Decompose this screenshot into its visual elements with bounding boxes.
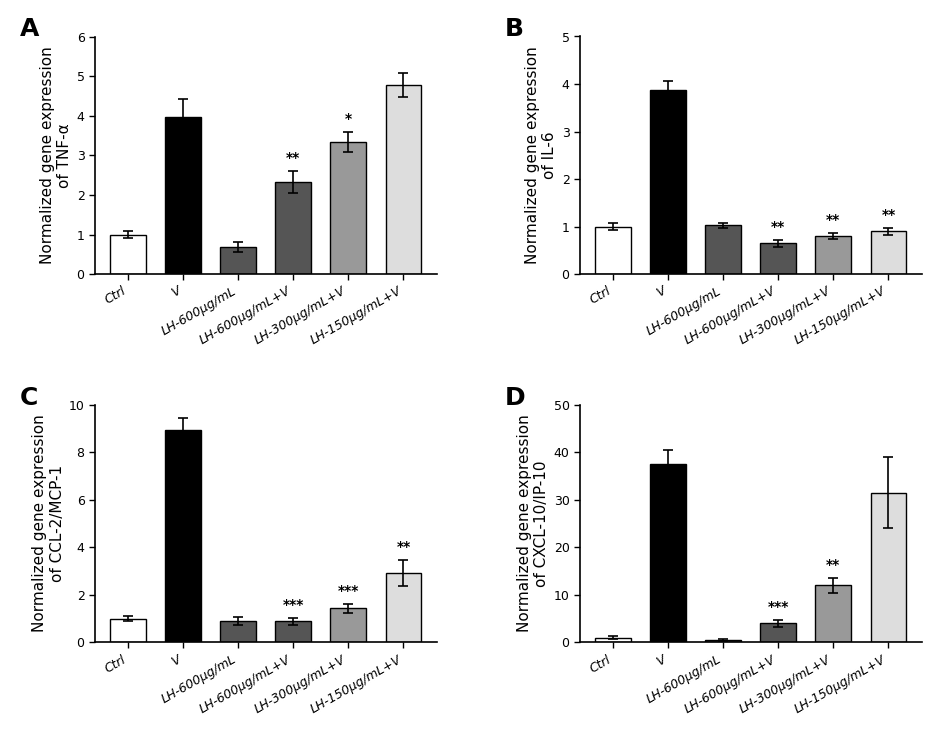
Text: **: ** xyxy=(882,207,896,222)
Y-axis label: Normalized gene expression
of CXCL-10/IP-10: Normalized gene expression of CXCL-10/IP… xyxy=(517,415,549,632)
Text: ***: *** xyxy=(337,584,359,598)
Text: ***: *** xyxy=(768,599,788,614)
Y-axis label: Normalized gene expression
of IL-6: Normalized gene expression of IL-6 xyxy=(525,47,558,264)
Bar xyxy=(110,234,146,274)
Bar xyxy=(165,117,201,274)
Bar xyxy=(705,640,741,642)
Bar xyxy=(650,90,686,274)
Bar xyxy=(870,231,906,274)
Text: *: * xyxy=(345,112,352,126)
Bar xyxy=(386,573,422,642)
Bar xyxy=(220,621,256,642)
Bar xyxy=(815,236,851,274)
Bar xyxy=(165,430,201,642)
Text: B: B xyxy=(504,18,523,42)
Y-axis label: Normalized gene expression
of CCL-2/MCP-1: Normalized gene expression of CCL-2/MCP-… xyxy=(32,415,65,632)
Text: C: C xyxy=(20,385,38,410)
Bar xyxy=(870,493,906,642)
Text: **: ** xyxy=(826,558,841,572)
Text: A: A xyxy=(20,18,39,42)
Bar xyxy=(276,182,312,274)
Bar xyxy=(760,623,796,642)
Bar xyxy=(595,226,631,274)
Bar xyxy=(110,618,146,642)
Bar xyxy=(650,464,686,642)
Text: **: ** xyxy=(286,151,300,165)
Bar xyxy=(386,85,422,274)
Bar xyxy=(815,585,851,642)
Text: **: ** xyxy=(396,539,410,554)
Bar xyxy=(276,621,312,642)
Text: **: ** xyxy=(826,213,841,227)
Bar xyxy=(595,637,631,642)
Bar xyxy=(220,247,256,274)
Bar xyxy=(760,243,796,274)
Text: ***: *** xyxy=(282,598,304,612)
Text: **: ** xyxy=(771,220,786,234)
Text: D: D xyxy=(504,385,525,410)
Bar xyxy=(705,225,741,274)
Bar xyxy=(331,142,367,274)
Y-axis label: Normalized gene expression
of TNF-α: Normalized gene expression of TNF-α xyxy=(40,47,72,264)
Bar xyxy=(331,608,367,642)
